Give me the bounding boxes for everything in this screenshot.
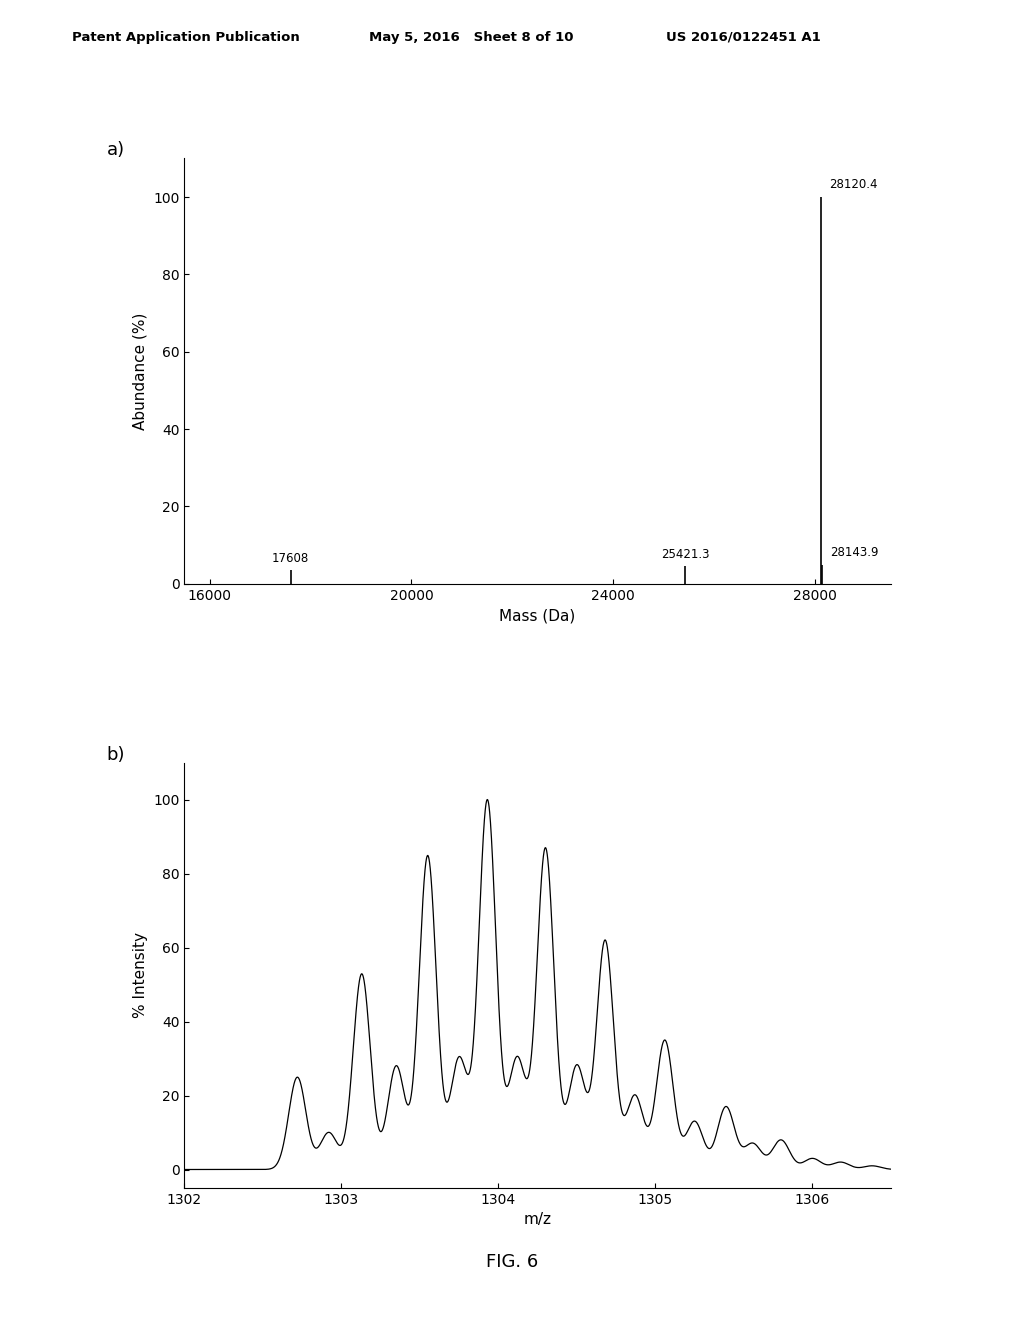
Text: FIG. 6: FIG. 6 [485,1253,539,1271]
Text: 28143.9: 28143.9 [830,545,879,558]
Text: 17608: 17608 [272,552,309,565]
Text: 28120.4: 28120.4 [828,178,878,191]
Text: May 5, 2016   Sheet 8 of 10: May 5, 2016 Sheet 8 of 10 [369,30,573,44]
Text: Patent Application Publication: Patent Application Publication [72,30,299,44]
Y-axis label: % Intensity: % Intensity [132,932,147,1018]
Text: 25421.3: 25421.3 [660,548,710,561]
Text: b): b) [106,746,125,763]
Text: a): a) [106,141,125,160]
Text: US 2016/0122451 A1: US 2016/0122451 A1 [666,30,820,44]
X-axis label: Mass (Da): Mass (Da) [500,609,575,623]
Y-axis label: Abundance (%): Abundance (%) [132,313,147,430]
X-axis label: m/z: m/z [523,1212,552,1228]
